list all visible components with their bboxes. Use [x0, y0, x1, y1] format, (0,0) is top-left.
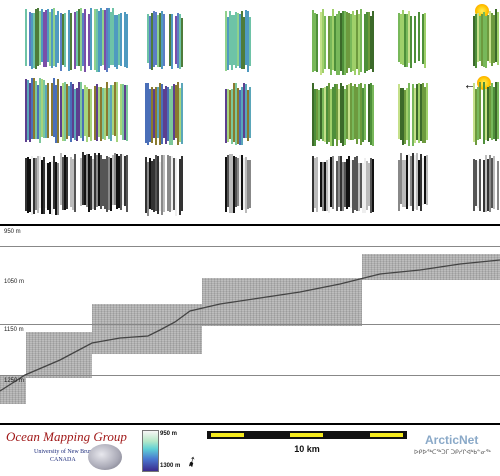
backscatter-strip [60, 152, 128, 212]
backscatter-strip [145, 155, 183, 216]
backscatter-strip [473, 154, 500, 212]
partner-logo-text: ArcticNet [425, 433, 479, 447]
profile-segment [362, 254, 500, 280]
bathymetry-strip [145, 11, 183, 70]
bathymetry-strip [60, 82, 128, 142]
profile-segment [92, 304, 202, 354]
colorbar-top-label: 950 m [160, 431, 178, 437]
backscatter-strip [225, 154, 251, 213]
org-subtitle-country: CANADA [50, 457, 76, 463]
partner-subtitle: ᐅᑭᐅᖅᑕᖅᑐᒥ ᑐᑭᓯᒋᐊᒃᑲᓐᓂᖅ [414, 450, 491, 456]
depth-colorbar [142, 430, 159, 472]
profile-segment [202, 278, 362, 326]
scale-bar-segment [290, 433, 323, 437]
backscatter-strip [312, 156, 374, 213]
colorbar-bottom-label: 1300 m [160, 463, 181, 469]
scale-bar [207, 431, 407, 439]
bathymetry-strip [398, 83, 428, 146]
org-title: Ocean Mapping Group [6, 429, 127, 444]
depth-gridline [0, 324, 500, 325]
depth-profile-panel: 950 m 1050 m 1150 m 1250 m [0, 226, 500, 423]
bathymetry-strip [145, 82, 183, 145]
bathymetry-strip [312, 83, 374, 146]
scale-bar-segment [370, 433, 403, 437]
north-arrow-icon: ➹ [182, 451, 201, 471]
depth-gridline [0, 246, 500, 247]
org-subtitle-university: University of New Brunswick [34, 449, 107, 455]
depth-label-950: 950 m [4, 229, 21, 235]
depth-label-1150: 1150 m [4, 327, 24, 333]
depth-label-1250: 1250 m [4, 378, 25, 384]
profile-segment [26, 332, 92, 378]
bathymetry-strip [225, 83, 251, 145]
scale-label: 10 km [294, 444, 320, 454]
bathymetry-strip [60, 8, 128, 72]
globe-icon [88, 444, 122, 470]
seafloor-profile-line [0, 259, 500, 392]
depth-label-1050: 1050 m [4, 279, 25, 285]
bathymetry-strip [25, 78, 60, 143]
bathymetry-strip [25, 8, 60, 69]
backscatter-strip [25, 156, 60, 215]
scale-bar-segment [211, 433, 244, 437]
bathymetry-strip [473, 82, 500, 145]
bathymetry-strip [225, 10, 251, 72]
bathymetry-strip [473, 9, 500, 68]
bathymetry-strip [398, 10, 428, 68]
depth-gridline [0, 375, 500, 376]
footer: Ocean Mapping Group University of New Br… [0, 425, 500, 476]
bathymetry-strip [312, 9, 374, 75]
swath-mosaic-panel: ↓ ← [0, 0, 500, 224]
profile-segment [0, 376, 26, 404]
backscatter-strip [398, 153, 428, 211]
